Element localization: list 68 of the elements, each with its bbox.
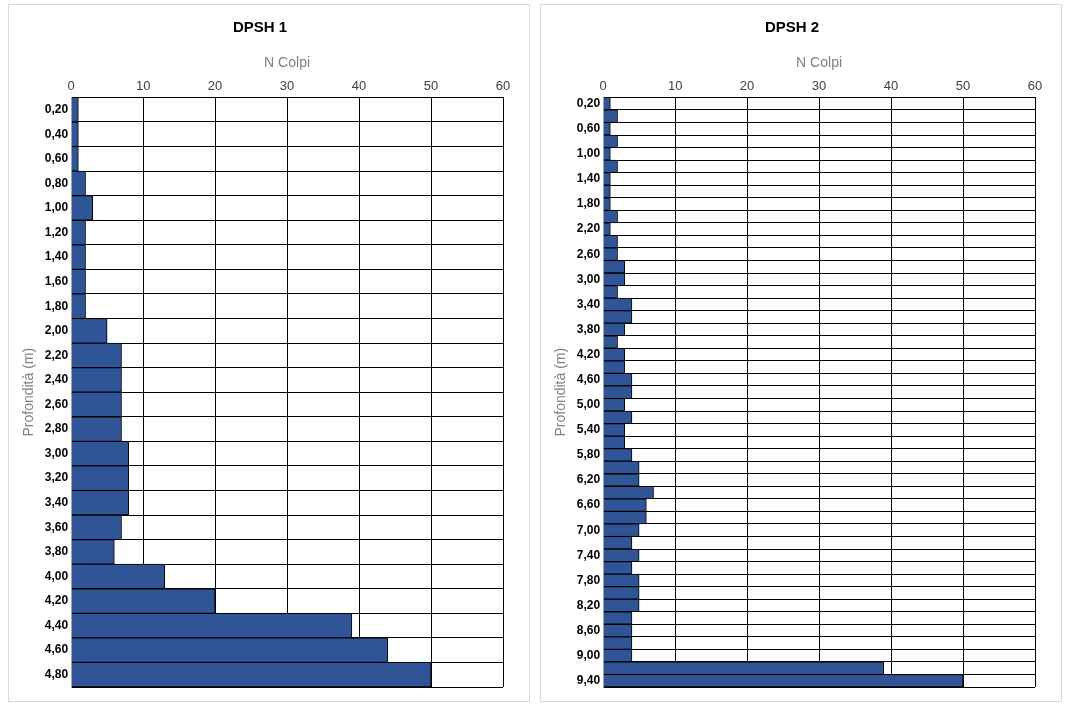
y-tick-label: 0,20 <box>44 102 69 116</box>
x-tick-label: 30 <box>279 78 295 94</box>
y-tick-label: 4,60 <box>576 371 601 386</box>
y-tick-label: 2,80 <box>44 421 69 436</box>
x-tick-label: 40 <box>883 78 899 94</box>
y-tick-label: 0,60 <box>576 121 601 136</box>
y-tick-label: 4,60 <box>44 642 69 657</box>
y-tick-label: 8,60 <box>576 622 601 637</box>
chart-title: DPSH 2 <box>764 18 820 36</box>
y-tick-label: 3,80 <box>576 321 601 336</box>
y-tick-label: 9,00 <box>576 647 601 662</box>
y-tick-label: 3,00 <box>44 445 69 460</box>
y-tick-label: 7,80 <box>576 572 601 587</box>
x-tick-label: 0 <box>599 78 607 94</box>
y-tick-label: 7,40 <box>576 547 601 562</box>
y-tick-label: 3,80 <box>44 544 69 559</box>
y-tick-label: 0,40 <box>44 126 69 141</box>
x-tick-label: 20 <box>739 78 755 94</box>
y-axis-title: Profondità (m) <box>552 347 569 437</box>
y-tick-label: 9,40 <box>576 673 601 688</box>
y-tick-label: 1,40 <box>576 171 601 186</box>
y-tick-label: 2,20 <box>44 347 69 362</box>
y-tick-label: 2,60 <box>44 396 69 411</box>
y-tick-label: 5,00 <box>576 397 601 412</box>
x-tick-label: 20 <box>207 78 223 94</box>
y-tick-label: 2,40 <box>44 372 69 387</box>
y-tick-label: 3,00 <box>576 271 601 286</box>
y-tick-label: 1,60 <box>44 273 69 288</box>
y-tick-label: 4,80 <box>44 667 69 682</box>
x-axis-title: N Colpi <box>796 54 843 71</box>
y-tick-label: 2,00 <box>44 323 69 338</box>
y-tick-label: 4,20 <box>576 346 601 361</box>
x-tick-label: 60 <box>1027 78 1043 94</box>
x-tick-label: 50 <box>423 78 439 94</box>
y-tick-label: 1,80 <box>576 196 601 211</box>
y-tick-label: 1,80 <box>44 298 69 313</box>
y-tick-label: 1,20 <box>44 224 69 239</box>
x-tick-label: 0 <box>67 78 75 94</box>
y-tick-label: 4,00 <box>44 568 69 583</box>
y-axis-title: Profondità (m) <box>20 347 37 437</box>
y-tick-label: 8,20 <box>576 597 601 612</box>
x-tick-label: 50 <box>955 78 971 94</box>
chart-title: DPSH 1 <box>232 18 288 36</box>
x-tick-label: 10 <box>135 78 151 94</box>
x-tick-label: 60 <box>495 78 511 94</box>
x-tick-label: 40 <box>351 78 367 94</box>
y-tick-label: 2,20 <box>576 221 601 236</box>
y-tick-label: 5,40 <box>576 422 601 437</box>
y-tick-label: 3,20 <box>44 470 69 485</box>
x-tick-label: 30 <box>811 78 827 94</box>
y-tick-label: 4,40 <box>44 617 69 632</box>
y-tick-label: 4,20 <box>44 593 69 608</box>
x-axis-title: N Colpi <box>264 54 311 71</box>
y-tick-label: 1,40 <box>44 249 69 264</box>
y-tick-label: 3,40 <box>576 296 601 311</box>
y-tick-label: 3,60 <box>44 519 69 534</box>
y-tick-label: 1,00 <box>576 146 601 161</box>
y-tick-label: 2,60 <box>576 246 601 261</box>
y-tick-label: 6,20 <box>576 472 601 487</box>
x-tick-label: 10 <box>667 78 683 94</box>
y-tick-label: 0,20 <box>576 95 601 110</box>
y-tick-label: 7,00 <box>576 522 601 537</box>
y-tick-label: 3,40 <box>44 495 69 510</box>
y-tick-label: 6,60 <box>576 497 601 512</box>
y-tick-label: 5,80 <box>576 447 601 462</box>
y-tick-label: 1,00 <box>44 200 69 215</box>
y-tick-label: 0,60 <box>44 151 69 166</box>
y-tick-label: 0,80 <box>44 175 69 190</box>
